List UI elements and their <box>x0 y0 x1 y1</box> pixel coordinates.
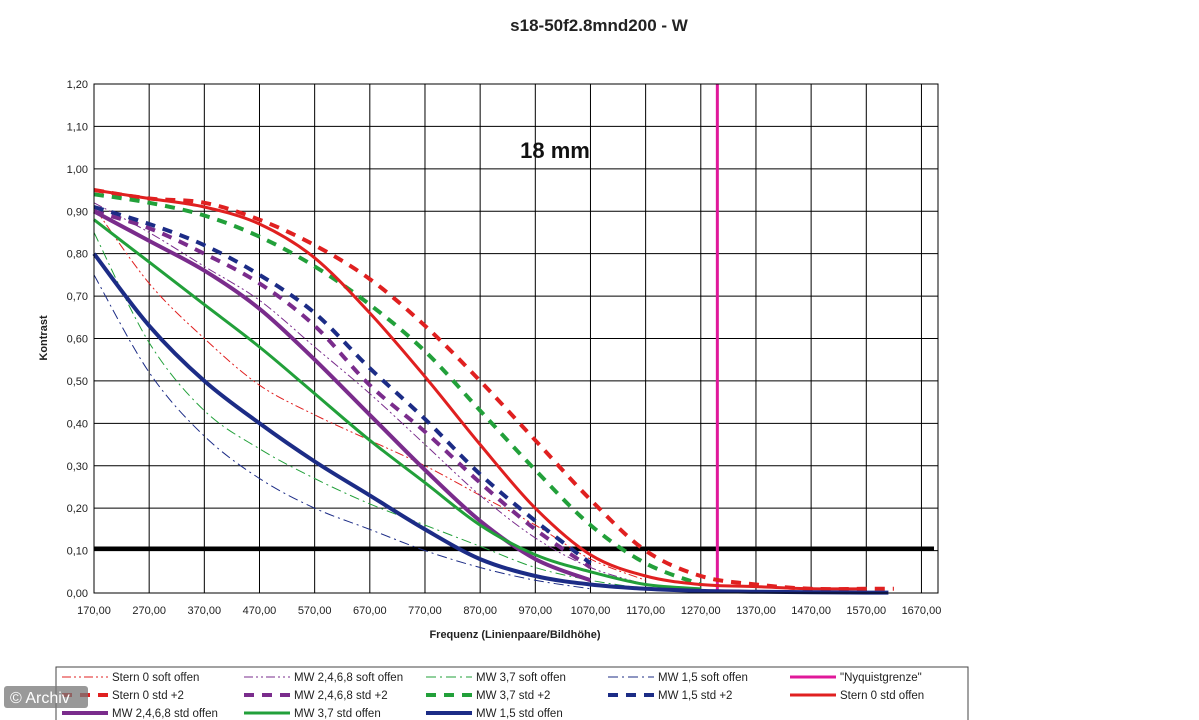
legend: Stern 0 soft offen MW 2,4,6,8 soft offen M… <box>55 666 969 720</box>
x-tick-label: 670,00 <box>353 605 387 617</box>
y-tick-label: 0,60 <box>67 334 88 346</box>
y-tick-label: 1,20 <box>67 79 88 91</box>
x-tick-label: 370,00 <box>187 605 221 617</box>
series-mw-3-7-std-offen <box>93 218 701 591</box>
legend-label: MW 2,4,6,8 std offen <box>112 708 218 720</box>
legend-label: "Nyquistgrenze" <box>840 672 922 684</box>
x-tick-label: 1070,00 <box>571 605 611 617</box>
series-mw-1-5-soft-offen <box>93 274 591 590</box>
x-tick-label: 770,00 <box>408 605 442 617</box>
x-tick-label: 1670,00 <box>902 605 942 617</box>
y-tick-labels: 0,00 0,10 0,20 0,30 0,40 0,50 0,60 0,70 0,80 0,90… <box>67 79 88 600</box>
x-tick-label: 870,00 <box>463 605 497 617</box>
x-tick-label: 1470,00 <box>791 605 831 617</box>
y-tick-label: 1,00 <box>67 164 88 176</box>
legend-label: MW 2,4,6,8 std +2 <box>294 690 388 702</box>
x-axis-label: Frequenz (Linienpaare/Bildhöhe) <box>429 629 600 641</box>
x-tick-label: 470,00 <box>243 605 277 617</box>
x-tick-label: 970,00 <box>518 605 552 617</box>
x-tick-label: 170,00 <box>77 605 111 617</box>
y-tick-label: 0,10 <box>67 546 88 558</box>
grid <box>93 83 938 594</box>
legend-label: MW 3,7 std +2 <box>476 690 550 702</box>
legend-label: MW 3,7 soft offen <box>476 672 566 684</box>
legend-label: MW 1,5 soft offen <box>658 672 748 684</box>
watermark: © Archiv <box>4 686 88 708</box>
x-tick-labels: 170,00 270,00 370,00 470,00 570,00 670,00 770,… <box>77 605 941 617</box>
legend-label: Stern 0 std +2 <box>112 690 184 702</box>
x-tick-label: 1270,00 <box>681 605 721 617</box>
series-layer <box>92 84 894 595</box>
legend-label: MW 3,7 std offen <box>294 708 381 720</box>
y-tick-label: 0,00 <box>67 588 88 600</box>
y-tick-label: 0,50 <box>67 376 88 388</box>
y-tick-label: 0,20 <box>67 503 88 515</box>
series-mw-3-7-soft-offen <box>93 232 646 590</box>
y-tick-label: 0,40 <box>67 418 88 430</box>
plot-area <box>93 83 939 594</box>
legend-label: MW 2,4,6,8 soft offen <box>294 672 403 684</box>
series-mw-3-7-std-2 <box>93 192 702 587</box>
series-mw-2-4-6-8-std-2 <box>93 209 592 570</box>
series-mw-2-4-6-8-std-offen <box>93 209 592 583</box>
watermark-text: © Archiv <box>10 690 70 707</box>
series-stern-0-std-offen <box>93 188 867 591</box>
x-tick-label: 1170,00 <box>626 605 665 617</box>
focal-length-annotation: 18 mm <box>520 138 590 163</box>
legend-label: MW 1,5 std +2 <box>658 690 732 702</box>
x-tick-label: 570,00 <box>298 605 332 617</box>
series-mw-1-5-std-2 <box>93 205 592 565</box>
x-tick-label: 270,00 <box>132 605 166 617</box>
y-axis-label: Kontrast <box>38 315 50 361</box>
legend-label: MW 1,5 std offen <box>476 708 563 720</box>
chart-title: s18-50f2.8mnd200 - W <box>510 16 689 35</box>
y-tick-label: 1,10 <box>67 121 88 133</box>
series-mw-2-4-6-8-soft-offen <box>93 202 646 585</box>
series-mw-1-5-std-offen <box>92 252 889 595</box>
y-tick-label: 0,80 <box>67 249 88 261</box>
legend-label: Stern 0 std offen <box>840 690 924 702</box>
x-tick-label: 1570,00 <box>846 605 886 617</box>
y-tick-label: 0,70 <box>67 291 88 303</box>
x-tick-label: 1370,00 <box>736 605 776 617</box>
y-tick-label: 0,30 <box>67 461 88 473</box>
y-tick-label: 0,90 <box>67 206 88 218</box>
legend-label: Stern 0 soft offen <box>112 672 199 684</box>
